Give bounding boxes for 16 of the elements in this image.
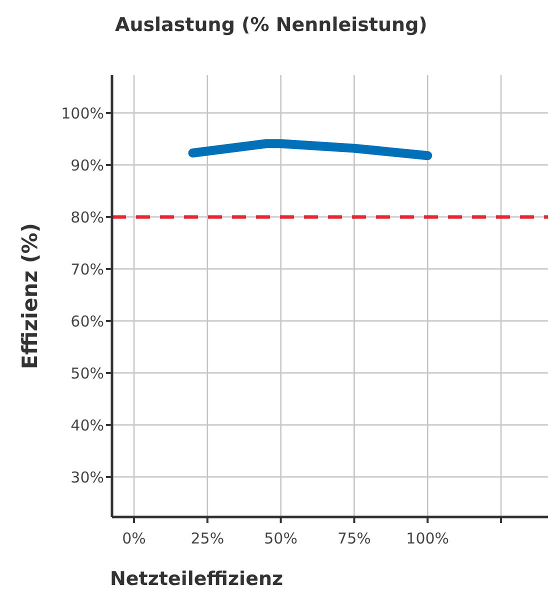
x-tick-label: 100% — [406, 530, 450, 548]
y-tick-label: 70% — [70, 260, 104, 278]
x-tick-label: 0% — [122, 530, 146, 548]
y-tick-label: 40% — [70, 416, 104, 434]
y-tick-label: 80% — [70, 208, 104, 226]
x-axis-title: Netzteileffizienz — [110, 568, 284, 590]
x-tick-label: 25% — [190, 530, 224, 548]
chart-title: Auslastung (% Nennleistung) — [115, 14, 428, 36]
y-tick-label: 60% — [70, 312, 104, 330]
y-tick-label: 100% — [61, 104, 104, 122]
x-tick-label: 75% — [338, 530, 371, 548]
y-tick-label: 90% — [70, 156, 104, 174]
x-tick-label: 50% — [264, 530, 298, 548]
y-axis-title: Effizienz (%) — [18, 222, 42, 370]
y-tick-label: 50% — [70, 364, 104, 382]
y-tick-label: 30% — [70, 468, 104, 486]
